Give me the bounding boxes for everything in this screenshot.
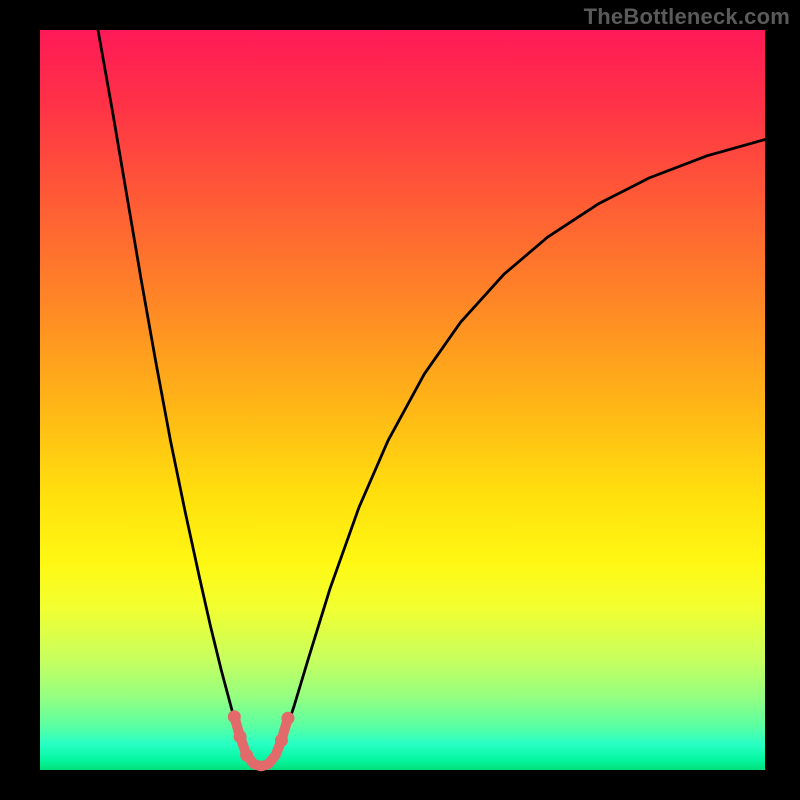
watermark-text: TheBottleneck.com xyxy=(584,4,790,30)
optimal-marker xyxy=(240,749,253,762)
optimal-marker xyxy=(281,712,294,725)
chart-container: TheBottleneck.com xyxy=(0,0,800,800)
optimal-marker xyxy=(228,710,241,723)
bottleneck-curve-chart xyxy=(0,0,800,800)
plot-background xyxy=(40,30,765,770)
optimal-marker xyxy=(275,734,288,747)
optimal-marker xyxy=(234,730,247,743)
